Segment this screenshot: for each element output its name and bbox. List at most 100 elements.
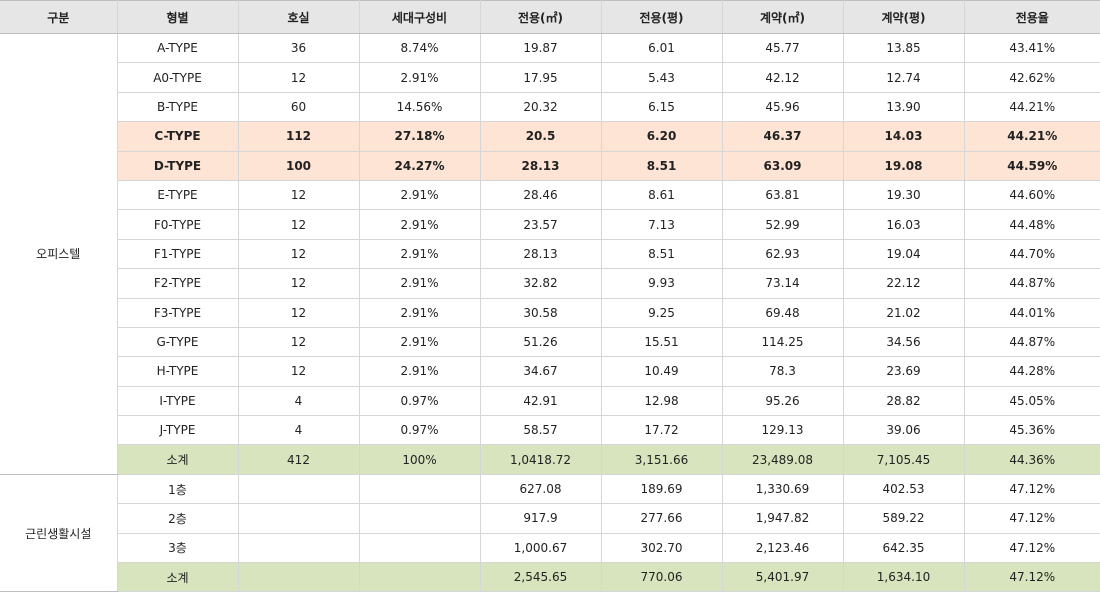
- cell-contract-m2: 69.48: [722, 298, 844, 328]
- cell-area-py: 8.51: [601, 151, 723, 181]
- table-row: B-TYPE 60 14.56% 20.32 6.15 45.96 13.90 44.21%: [0, 92, 1100, 123]
- cell-contract-py: 19.30: [843, 180, 965, 211]
- cell-rooms: 12: [238, 327, 360, 358]
- cell-area-py: 8.51: [601, 239, 723, 270]
- category-cell: 오피스텔: [0, 33, 118, 475]
- cell-rooms: [238, 562, 360, 593]
- cell-ratio: 2.91%: [359, 180, 481, 211]
- cell-efficiency: 43.41%: [964, 33, 1100, 64]
- cell-area-py: 277.66: [601, 503, 723, 534]
- cell-area-m2: 28.13: [480, 151, 602, 181]
- cell-efficiency: 44.60%: [964, 180, 1100, 211]
- cell-type: J-TYPE: [117, 415, 239, 446]
- cell-contract-py: 19.04: [843, 239, 965, 270]
- cell-area-py: 9.25: [601, 298, 723, 328]
- cell-contract-py: 1,634.10: [843, 562, 965, 593]
- cell-area-py: 15.51: [601, 327, 723, 358]
- cell-contract-m2: 5,401.97: [722, 562, 844, 593]
- cell-ratio: 2.91%: [359, 62, 481, 93]
- cell-efficiency: 45.36%: [964, 415, 1100, 446]
- cell-area-m2: 28.46: [480, 180, 602, 211]
- category-cell: 근린생활시설: [0, 474, 118, 593]
- cell-contract-py: 13.90: [843, 92, 965, 123]
- cell-rooms: 100: [238, 151, 360, 181]
- cell-ratio: 8.74%: [359, 33, 481, 64]
- cell-type: G-TYPE: [117, 327, 239, 358]
- cell-type: 2층: [117, 503, 239, 534]
- cell-ratio: 2.91%: [359, 356, 481, 387]
- cell-contract-m2: 45.96: [722, 92, 844, 123]
- cell-contract-m2: 1,330.69: [722, 474, 844, 505]
- cell-area-m2: 1,000.67: [480, 533, 602, 564]
- cell-type: F2-TYPE: [117, 268, 239, 299]
- table-row: H-TYPE 12 2.91% 34.67 10.49 78.3 23.69 44.28%: [0, 356, 1100, 387]
- cell-type: H-TYPE: [117, 356, 239, 387]
- cell-area-m2: 23.57: [480, 209, 602, 240]
- cell-efficiency: 44.36%: [964, 444, 1100, 475]
- cell-area-m2: 20.5: [480, 121, 602, 152]
- table-header: 구분 형별 호실 세대구성비 전용(㎡) 전용(평) 계약(㎡) 계약(평) 전…: [0, 0, 1100, 34]
- table-row: D-TYPE 100 24.27% 28.13 8.51 63.09 19.08 44.59%: [0, 151, 1100, 181]
- cell-efficiency: 44.48%: [964, 209, 1100, 240]
- cell-rooms: 12: [238, 268, 360, 299]
- cell-ratio: [359, 533, 481, 564]
- cell-contract-m2: 114.25: [722, 327, 844, 358]
- cell-type: F0-TYPE: [117, 209, 239, 240]
- cell-efficiency: 47.12%: [964, 474, 1100, 505]
- cell-efficiency: 44.21%: [964, 92, 1100, 123]
- cell-efficiency: 44.01%: [964, 298, 1100, 328]
- cell-contract-m2: 63.81: [722, 180, 844, 211]
- table-row: J-TYPE 4 0.97% 58.57 17.72 129.13 39.06 45.36%: [0, 415, 1100, 446]
- table-row: 3층 1,000.67 302.70 2,123.46 642.35 47.12%: [0, 533, 1100, 564]
- cell-area-py: 12.98: [601, 386, 723, 417]
- cell-type: I-TYPE: [117, 386, 239, 417]
- table-row: 근린생활시설 1층 627.08 189.69 1,330.69 402.53 47.12%: [0, 474, 1100, 593]
- cell-type: 3층: [117, 533, 239, 564]
- header-rooms: 호실: [238, 0, 360, 34]
- cell-area-py: 189.69: [601, 474, 723, 505]
- cell-type: 1층: [117, 474, 239, 505]
- header-ratio: 세대구성비: [359, 0, 481, 34]
- table-row: F2-TYPE 12 2.91% 32.82 9.93 73.14 22.12 44.87%: [0, 268, 1100, 299]
- cell-area-m2: 32.82: [480, 268, 602, 299]
- cell-ratio: [359, 474, 481, 505]
- cell-type: F3-TYPE: [117, 298, 239, 328]
- cell-area-py: 6.20: [601, 121, 723, 152]
- cell-ratio: 14.56%: [359, 92, 481, 123]
- cell-contract-m2: 73.14: [722, 268, 844, 299]
- cell-contract-m2: 62.93: [722, 239, 844, 270]
- cell-ratio: 0.97%: [359, 386, 481, 417]
- cell-area-m2: 51.26: [480, 327, 602, 358]
- cell-ratio: [359, 562, 481, 593]
- cell-area-m2: 28.13: [480, 239, 602, 270]
- cell-area-py: 10.49: [601, 356, 723, 387]
- cell-type: 소계: [117, 444, 239, 475]
- cell-efficiency: 44.28%: [964, 356, 1100, 387]
- cell-rooms: 12: [238, 239, 360, 270]
- cell-rooms: 4: [238, 386, 360, 417]
- cell-contract-m2: 78.3: [722, 356, 844, 387]
- cell-contract-py: 23.69: [843, 356, 965, 387]
- cell-contract-m2: 63.09: [722, 151, 844, 181]
- cell-contract-m2: 129.13: [722, 415, 844, 446]
- cell-area-py: 3,151.66: [601, 444, 723, 475]
- cell-rooms: 12: [238, 180, 360, 211]
- cell-efficiency: 45.05%: [964, 386, 1100, 417]
- cell-ratio: 2.91%: [359, 327, 481, 358]
- cell-area-m2: 42.91: [480, 386, 602, 417]
- cell-efficiency: 44.59%: [964, 151, 1100, 181]
- cell-contract-m2: 46.37: [722, 121, 844, 152]
- cell-area-m2: 627.08: [480, 474, 602, 505]
- cell-type: C-TYPE: [117, 121, 239, 152]
- cell-rooms: 12: [238, 356, 360, 387]
- header-category: 구분: [0, 0, 118, 34]
- table-row: 오피스텔 A-TYPE 36 8.74% 19.87 6.01 45.77 13.85 43.4…: [0, 33, 1100, 475]
- table-row: C-TYPE 112 27.18% 20.5 6.20 46.37 14.03 44.21%: [0, 121, 1100, 152]
- cell-efficiency: 44.87%: [964, 268, 1100, 299]
- cell-area-py: 7.13: [601, 209, 723, 240]
- table-row: G-TYPE 12 2.91% 51.26 15.51 114.25 34.56 44.87%: [0, 327, 1100, 358]
- cell-rooms: 412: [238, 444, 360, 475]
- table-row: I-TYPE 4 0.97% 42.91 12.98 95.26 28.82 45.05%: [0, 386, 1100, 417]
- cell-contract-py: 28.82: [843, 386, 965, 417]
